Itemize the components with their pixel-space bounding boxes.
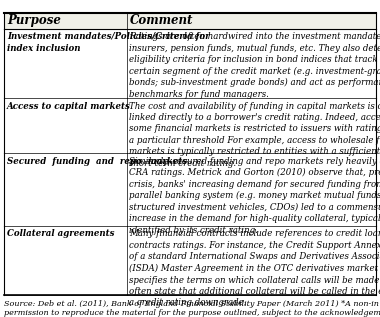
Text: Collateral agreements: Collateral agreements [7,230,114,238]
Text: Investment mandates/Policies/Criteria for
index inclusion: Investment mandates/Policies/Criteria fo… [7,32,209,53]
Text: The cost and availability of funding in capital markets is often
linked directly: The cost and availability of funding in … [129,101,380,168]
Text: Access to capital markets: Access to capital markets [7,101,131,111]
Text: Comment: Comment [130,14,193,27]
Text: Many financial contracts include references to credit loan
contracts ratings. Fo: Many financial contracts include referen… [129,230,380,307]
Bar [4,98,376,153]
Bar [4,29,376,98]
Bar [4,153,376,226]
Text: Purpose: Purpose [7,14,61,27]
Text: Ratings are often hardwired into the investment mandates of life
insurers, pensi: Ratings are often hardwired into the inv… [129,32,380,99]
Text: Similarly, secured funding and repo markets rely heavily on
CRA ratings. Metrick: Similarly, secured funding and repo mark… [129,157,380,235]
Bar [4,13,376,29]
Text: Secured  funding  and  repo  markets: Secured funding and repo markets [7,157,187,165]
Bar [4,226,376,295]
Text: Source: Deb et al. (2011), Bank of England Financial Stability Paper (March 2011: Source: Deb et al. (2011), Bank of Engla… [4,300,380,317]
